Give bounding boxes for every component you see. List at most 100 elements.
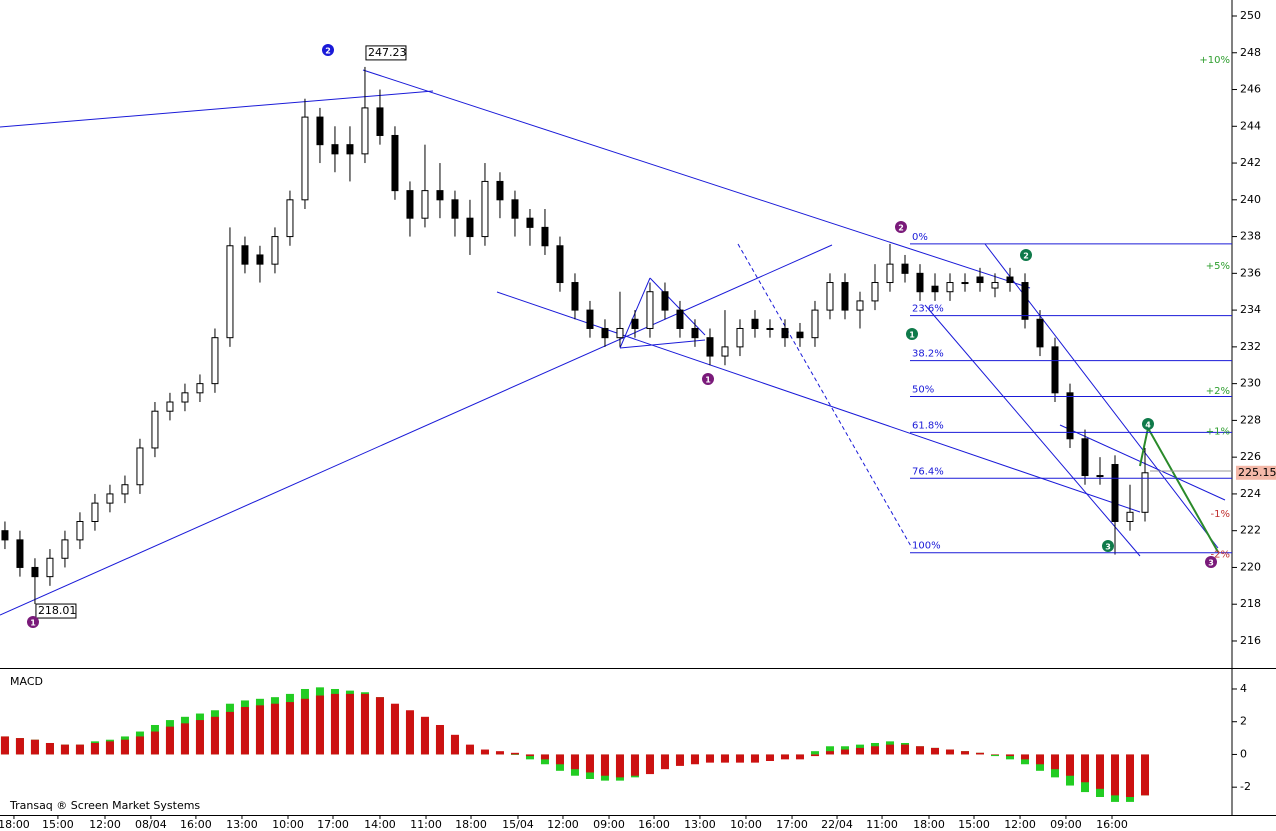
candle-body: [301, 116, 309, 201]
macd-bar: [660, 754, 669, 770]
candle-body: [961, 282, 969, 285]
candle-body: [886, 263, 894, 284]
macd-bar: [810, 751, 819, 755]
macd-bar: [300, 698, 309, 755]
target-label: +2%: [1206, 386, 1230, 397]
macd-bar: [405, 710, 414, 755]
target-label: +1%: [1206, 426, 1230, 437]
macd-bar: [270, 703, 279, 755]
macd-bar: [720, 754, 729, 763]
fib-label: 100%: [912, 541, 941, 552]
macd-bar: [150, 731, 159, 755]
wave-label: 1: [909, 331, 915, 340]
wave-marker: [1205, 556, 1217, 568]
macd-bar: [480, 749, 489, 755]
candle-body: [631, 318, 639, 329]
candle-body: [226, 245, 234, 339]
candle-body: [76, 520, 84, 541]
candle-body: [181, 392, 189, 403]
trend-line: [924, 304, 1141, 557]
candle-body: [121, 484, 129, 495]
x-tick-label: 15:00: [958, 818, 990, 831]
y-tick-label: 226: [1240, 450, 1261, 463]
candle-body: [91, 502, 99, 522]
target-label: +10%: [1199, 55, 1230, 66]
candle-body: [286, 199, 294, 238]
candle-body: [721, 346, 729, 357]
candle-body: [1066, 392, 1074, 440]
price-label-box: [35, 603, 77, 619]
y-tick-label: 224: [1240, 487, 1261, 500]
trend-line: [0, 244, 833, 616]
macd-bar: [210, 716, 219, 755]
wave-marker: [1020, 249, 1032, 261]
candle-body: [931, 285, 939, 293]
price-label: 247.23: [368, 46, 407, 59]
y-tick-label: 232: [1240, 340, 1261, 353]
macd-bar: [1020, 754, 1029, 760]
y-tick-label: 236: [1240, 266, 1261, 279]
trend-line: [1059, 424, 1226, 501]
candle-body: [556, 245, 564, 284]
fib-label: 61.8%: [912, 420, 944, 431]
x-tick-label: 18:00: [0, 818, 30, 831]
candle-body: [781, 327, 789, 339]
candle-body: [466, 217, 474, 238]
wave-label: 3: [1105, 543, 1111, 552]
trend-line: [362, 69, 1031, 289]
candle-body: [331, 144, 339, 155]
candle-body: [436, 190, 444, 201]
candle-body: [511, 199, 519, 219]
x-tick-label: 14:00: [364, 818, 396, 831]
macd-bar: [975, 752, 984, 755]
macd-bar: [45, 742, 54, 755]
candle-body: [376, 107, 384, 136]
candle-body: [361, 107, 369, 155]
candle-body: [241, 245, 249, 265]
macd-bar: [15, 738, 24, 755]
candle-body: [46, 557, 54, 578]
price-label: 218.01: [38, 604, 76, 617]
macd-bar: [120, 739, 129, 755]
macd-bar: [870, 746, 879, 755]
y-tick-label: 216: [1240, 634, 1261, 647]
macd-bar: [420, 716, 429, 755]
candle-body: [1096, 475, 1104, 478]
candle-body: [916, 272, 924, 293]
last-price-box: [1236, 465, 1276, 480]
target-label: +5%: [1206, 261, 1230, 272]
macd-bar: [435, 724, 444, 755]
macd-bar: [780, 754, 789, 760]
macd-title: MACD: [10, 675, 43, 688]
candle-body: [946, 282, 954, 293]
macd-bar: [1140, 754, 1149, 796]
candle-body: [271, 236, 279, 265]
macd-bar: [765, 754, 774, 761]
wave-label: 2: [898, 224, 904, 233]
candle-body: [841, 282, 849, 311]
macd-bar: [345, 693, 354, 755]
macd-bar: [540, 754, 549, 760]
candle-body: [976, 276, 984, 284]
y-tick-label: 234: [1240, 303, 1261, 316]
x-tick-label: 16:00: [1096, 818, 1128, 831]
target-label: -1%: [1211, 509, 1230, 520]
y-tick-label: 242: [1240, 156, 1261, 169]
macd-bar: [1005, 754, 1014, 760]
wave-marker: [895, 221, 907, 233]
macd-bar: [180, 723, 189, 755]
candle-body: [856, 300, 864, 311]
macd-bar: [510, 754, 519, 755]
macd-bar: [225, 711, 234, 755]
x-tick-label: 10:00: [730, 818, 762, 831]
macd-bar: [1035, 754, 1044, 765]
x-tick-label: 16:00: [638, 818, 670, 831]
x-tick-label: 12:00: [1004, 818, 1036, 831]
macd-bar: [375, 697, 384, 755]
macd-bar: [60, 744, 69, 755]
macd-bar: [495, 751, 504, 755]
candle-body: [646, 291, 654, 329]
x-tick-label: 17:00: [776, 818, 808, 831]
x-tick-label: 09:00: [593, 818, 625, 831]
